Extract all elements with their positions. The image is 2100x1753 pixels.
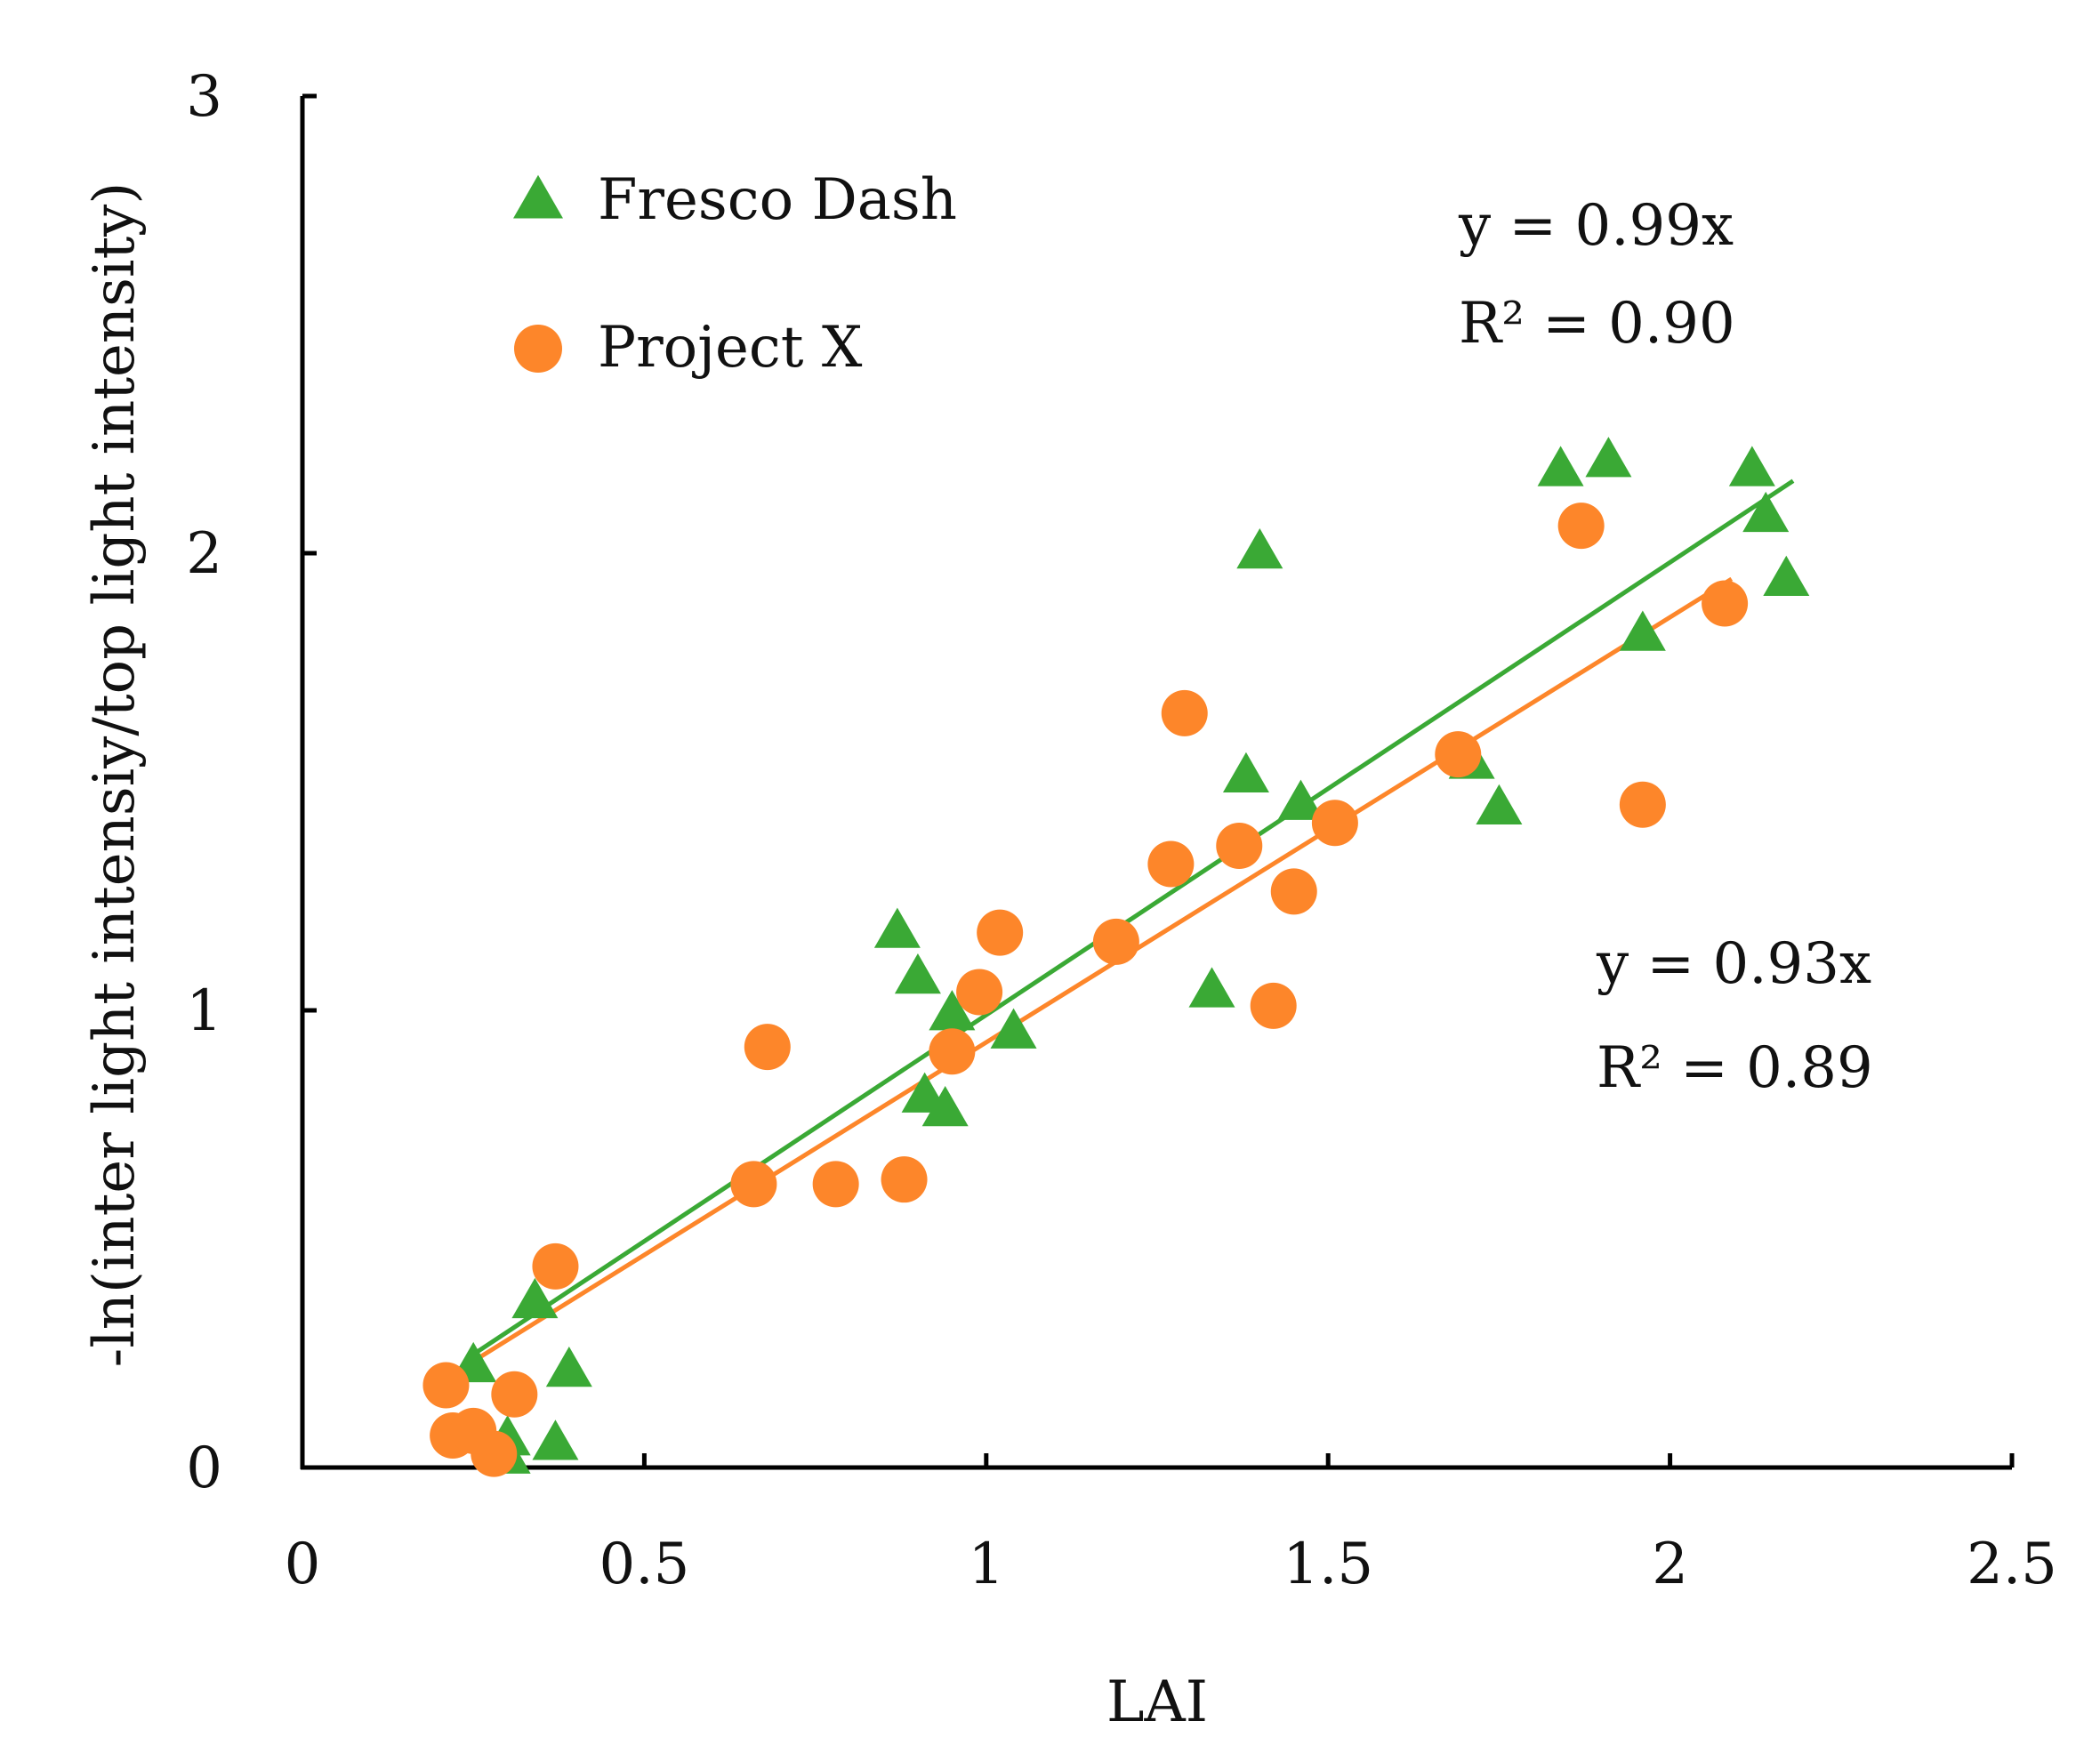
point-fresco-dash [873,907,921,948]
point-project-x [422,1362,470,1409]
y-tick-label: 3 [186,64,222,130]
legend-label-project-x: Project X [598,315,863,381]
point-project-x [1557,503,1605,550]
point-fresco-dash [545,1347,592,1387]
point-project-x [1250,982,1297,1029]
point-fresco-dash [1619,610,1666,651]
legend-label-fresco-dash: Fresco Dash [598,167,957,233]
trendlines [445,478,1795,1380]
trendline-project-x [445,576,1734,1380]
point-project-x [1216,822,1263,869]
y-tick-label: 1 [186,978,222,1044]
point-project-x [929,1028,976,1075]
point-project-x [1270,868,1317,915]
point-fresco-dash [1728,446,1775,486]
point-fresco-dash [1222,752,1269,793]
point-project-x [1311,800,1358,847]
point-project-x [532,1242,579,1290]
point-fresco-dash [511,1277,559,1319]
point-project-x [491,1371,538,1418]
point-project-x [471,1430,518,1477]
point-project-x [730,1161,777,1208]
r-squared-fresco-dash: R² = 0.90 [1459,291,1735,357]
point-project-x [744,1024,791,1071]
axes [300,96,2012,1470]
point-fresco-dash [894,953,941,994]
legend: Fresco Dash Project X [513,167,957,381]
point-project-x [1619,781,1666,828]
point-fresco-dash [1742,491,1790,533]
y-axis-label: -ln(inter light intensiy/top light inten… [82,182,148,1368]
point-project-x [1435,731,1482,778]
point-project-x [977,909,1024,956]
x-tick-label: 1 [968,1532,1004,1597]
trendline-fresco-dash [465,478,1795,1361]
y-tick-label: 0 [186,1435,222,1501]
point-fresco-dash [921,1086,969,1127]
legend-marker-fresco-dash [513,174,563,219]
point-fresco-dash [1188,967,1235,1008]
point-fresco-dash [1537,446,1584,486]
fit-annotations: y = 0.99x R² = 0.90 y = 0.93x R² = 0.89 [1458,193,1873,1101]
equation-fresco-dash: y = 0.99x [1458,193,1734,259]
point-fresco-dash [1236,527,1283,569]
y-tick-label: 2 [186,521,222,587]
point-project-x [812,1161,859,1208]
point-fresco-dash [532,1419,579,1460]
point-project-x [881,1156,928,1203]
axis-ticks: 0 0.5 1 1.5 2 2.5 0 1 2 3 [186,64,2057,1597]
point-project-x [1161,689,1208,736]
r-squared-project-x: R² = 0.89 [1597,1035,1873,1101]
point-fresco-dash [1763,555,1810,597]
point-fresco-dash [929,990,976,1031]
point-project-x [1702,580,1749,627]
point-fresco-dash [990,1008,1037,1049]
x-axis-label: LAI [1106,1669,1208,1735]
x-tick-label: 0 [285,1532,321,1597]
x-tick-label: 2 [1652,1532,1688,1597]
data-points [422,437,1810,1477]
point-project-x [1147,840,1195,888]
point-project-x [1092,918,1139,965]
legend-marker-project-x [514,325,562,373]
point-fresco-dash [1476,784,1523,825]
point-fresco-dash [1585,437,1632,478]
equation-project-x: y = 0.93x [1596,931,1871,997]
x-tick-label: 2.5 [1967,1532,2057,1597]
x-tick-label: 0.5 [599,1532,690,1597]
point-project-x [956,969,1003,1016]
point-fresco-dash [1277,779,1324,820]
x-tick-label: 1.5 [1283,1532,1373,1597]
